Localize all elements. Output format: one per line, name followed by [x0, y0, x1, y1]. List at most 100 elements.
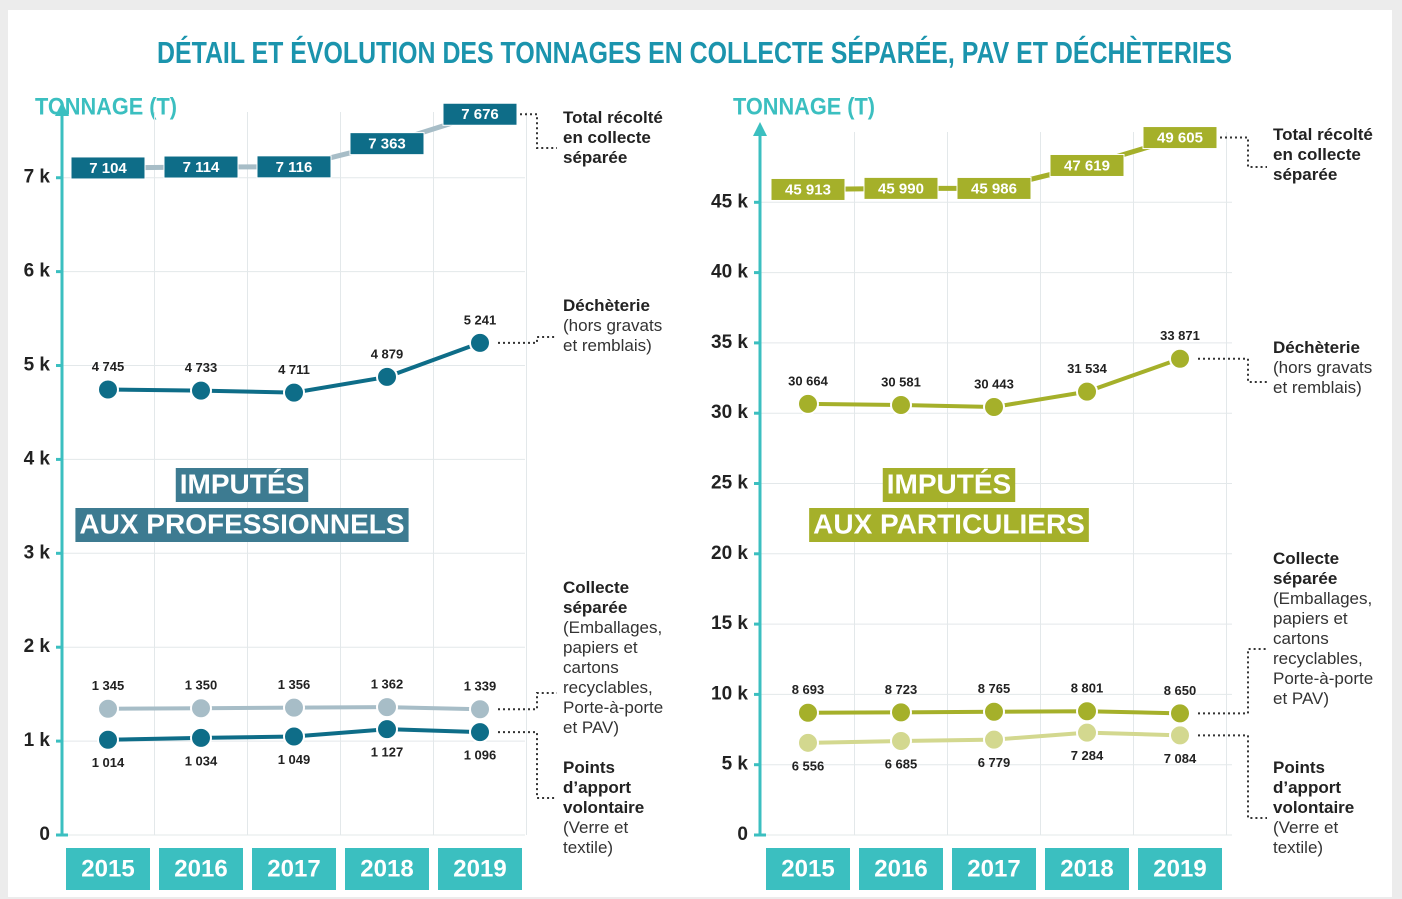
value-label: 7 114 — [183, 159, 220, 176]
marker — [97, 378, 119, 401]
year-box — [859, 848, 943, 890]
legend-name: Déchèterie — [1273, 338, 1360, 357]
legend-name: Total récolté en collecte séparée — [563, 108, 663, 167]
total-box — [349, 132, 425, 156]
y-tick-label: 10 k — [711, 683, 748, 704]
total-box — [956, 176, 1032, 200]
annotation-box — [175, 468, 309, 502]
legend-name: Points d’apport volontaire — [563, 758, 645, 817]
year-box — [345, 848, 429, 890]
value-label: 4 745 — [92, 359, 125, 374]
value-label: 1 350 — [185, 678, 218, 693]
value-label: 1 356 — [278, 677, 311, 692]
legend-name: Points d’apport volontaire — [1273, 758, 1355, 817]
legend-detail: (Verre et textile) — [563, 818, 629, 857]
legend-entry: Points d’apport volontaire (Verre et text… — [1273, 758, 1391, 858]
legend-name: Déchèterie — [563, 296, 650, 315]
total-box — [863, 176, 939, 200]
annotation-box — [809, 508, 1089, 542]
background — [8, 10, 1392, 897]
year-box — [252, 848, 336, 890]
value-label: 33 871 — [1160, 328, 1200, 343]
marker — [190, 726, 212, 749]
marker — [983, 395, 1005, 418]
value-label: 49 605 — [1157, 130, 1203, 147]
value-label: 45 913 — [785, 181, 831, 198]
legend-entry: Total récolté en collecte séparée — [1273, 125, 1391, 185]
y-tick-label: 3 k — [24, 542, 51, 563]
marker — [1076, 721, 1098, 744]
annotation: IMPUTÉS — [180, 468, 304, 499]
marker — [97, 728, 119, 751]
value-label: 5 241 — [464, 312, 497, 327]
year-box — [438, 848, 522, 890]
marker — [797, 731, 819, 754]
x-tick-label: 2016 — [874, 855, 927, 882]
marker — [190, 379, 212, 402]
legend-detail: (Emballages, papiers et cartons recyclab… — [563, 618, 664, 737]
connector — [1198, 357, 1267, 383]
value-label: 6 779 — [978, 755, 1011, 770]
total-box — [70, 156, 146, 180]
x-tick-label: 2019 — [453, 855, 506, 882]
axis-arrow — [753, 122, 767, 136]
value-label: 45 990 — [878, 180, 924, 197]
marker — [890, 701, 912, 724]
marker — [797, 392, 819, 415]
year-box — [1045, 848, 1129, 890]
value-label: 8 650 — [1164, 683, 1197, 698]
value-label: 6 556 — [792, 758, 825, 773]
marker — [1169, 724, 1191, 747]
legend-entry: Collecte séparée (Emballages, papiers et … — [1273, 549, 1391, 709]
y-axis-label: TONNAGE (T) — [35, 93, 177, 120]
value-label: 47 619 — [1064, 157, 1110, 174]
y-tick-label: 35 k — [711, 332, 748, 353]
marker — [797, 701, 819, 724]
value-label: 7 284 — [1071, 748, 1104, 763]
value-label: 31 534 — [1067, 361, 1108, 376]
legend-name: Collecte séparée — [563, 578, 630, 617]
connector — [498, 336, 557, 344]
x-tick-label: 2019 — [1153, 855, 1206, 882]
value-label: 45 986 — [971, 180, 1017, 197]
legend-entry: Déchèterie (hors gravats et remblais) — [563, 296, 681, 356]
year-box — [159, 848, 243, 890]
connector — [1220, 136, 1267, 168]
marker — [983, 700, 1005, 723]
marker — [469, 331, 491, 354]
value-label: 7 363 — [368, 136, 406, 153]
legend-detail: (hors gravats et remblais) — [563, 316, 663, 355]
y-tick-label: 40 k — [711, 262, 748, 283]
value-label: 8 765 — [978, 681, 1011, 696]
x-tick-label: 2015 — [81, 855, 134, 882]
connector — [1198, 648, 1267, 715]
y-tick-label: 20 k — [711, 543, 748, 564]
x-tick-label: 2017 — [967, 855, 1020, 882]
y-tick-label: 5 k — [24, 355, 51, 376]
marker — [983, 728, 1005, 751]
year-box — [766, 848, 850, 890]
value-label: 1 034 — [185, 753, 218, 768]
x-tick-label: 2015 — [781, 855, 834, 882]
marker — [890, 394, 912, 417]
marker — [469, 698, 491, 721]
value-label: 1 362 — [371, 677, 404, 692]
value-label: 1 049 — [278, 752, 311, 767]
legend-name: Collecte séparée — [1273, 549, 1340, 588]
legend-entry: Total récolté en collecte séparée — [563, 108, 681, 168]
annotation-box — [75, 508, 409, 542]
connector — [1198, 734, 1267, 819]
value-label: 8 723 — [885, 682, 918, 697]
x-tick-label: 2017 — [267, 855, 320, 882]
annotation: AUX PROFESSIONNELS — [79, 508, 404, 539]
total-box — [1142, 126, 1218, 150]
y-tick-label: 6 k — [24, 261, 51, 282]
y-tick-label: 15 k — [711, 613, 748, 634]
marker — [1076, 700, 1098, 723]
marker — [97, 697, 119, 720]
value-label: 8 801 — [1071, 681, 1104, 696]
marker — [469, 721, 491, 744]
marker — [376, 696, 398, 719]
connector — [498, 692, 557, 711]
